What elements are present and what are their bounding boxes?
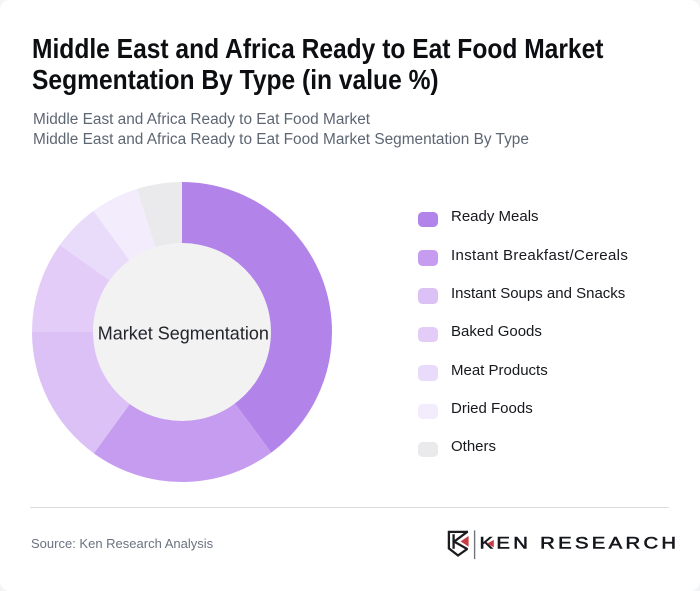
svg-text:KEN RESEARCH: KEN RESEARCH [480,533,680,552]
svg-text:Market Segmentation: Market Segmentation [98,323,269,343]
